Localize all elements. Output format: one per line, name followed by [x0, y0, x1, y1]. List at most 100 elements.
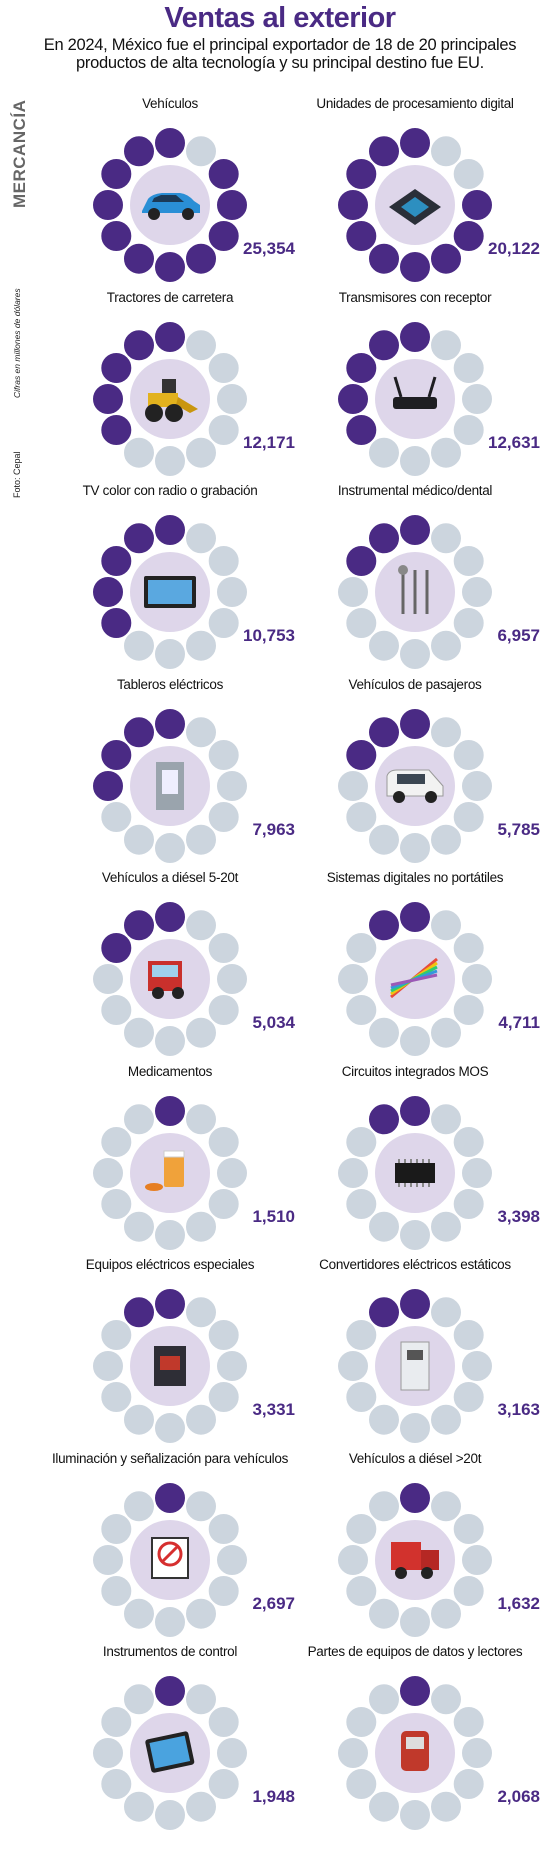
chart-scanner: Partes de equipos de datos y lectores 2,0…: [280, 1644, 550, 1842]
ring-segment-empty: [184, 908, 218, 943]
ring-segment-empty: [215, 1155, 249, 1190]
chart-value: 6,957: [497, 626, 540, 645]
ring-segment-empty: [99, 1511, 134, 1546]
ring-segment-empty: [398, 830, 432, 865]
ring-segment-empty: [99, 799, 134, 834]
ring-segment-empty: [99, 1124, 134, 1159]
ring-segment-empty: [429, 908, 463, 943]
ring-segment-empty: [398, 637, 432, 671]
ring-segment-empty: [206, 993, 241, 1027]
chart-processor: Unidades de procesamiento digital 20,122: [280, 96, 550, 294]
ring-segment-filled: [336, 381, 370, 416]
ring-segment-empty: [184, 1295, 218, 1330]
ring-segment-empty: [429, 1488, 463, 1523]
ring-segment-empty: [344, 1124, 379, 1159]
ring-segment-empty: [451, 1124, 486, 1159]
chart-car: Vehículos 25,354: [35, 96, 305, 294]
ring-graphic: [91, 706, 249, 865]
chart-value: 4,711: [498, 1013, 540, 1032]
chart-converter: Convertidores eléctricos estáticos 3,163: [280, 1257, 550, 1455]
ring-segment-empty: [206, 1705, 241, 1739]
ring-segment-filled: [344, 219, 379, 253]
ring-segment-filled: [367, 521, 401, 556]
ring-segment-empty: [336, 1736, 370, 1770]
ring-segment-empty: [451, 737, 486, 772]
ring-segment-filled: [99, 606, 134, 640]
ring-segment-empty: [460, 1736, 494, 1770]
chart-value: 3,398: [497, 1206, 540, 1226]
chart-traffic-sign: Iluminación y señalización para vehículo…: [35, 1451, 305, 1649]
ring-segment-empty: [91, 962, 125, 996]
ring-segment-empty: [99, 1767, 134, 1801]
chart-label: TV color con radio o grabación: [82, 483, 258, 498]
ring-segment-empty: [429, 134, 463, 169]
ring-segment-empty: [184, 1596, 218, 1631]
ring-segment-empty: [122, 1101, 156, 1136]
ring-segment-empty: [184, 1682, 218, 1717]
ring-segment-empty: [451, 931, 486, 965]
ring-segment-filled: [398, 126, 432, 160]
chart-label: Vehículos: [142, 96, 198, 111]
ring-segment-filled: [99, 544, 134, 578]
ring-segment-empty: [336, 1349, 370, 1383]
ring-segment-filled: [367, 1101, 401, 1136]
ring-segment-empty: [206, 1318, 241, 1352]
page-title: Ventas al exterior: [164, 2, 396, 34]
ring-segment-empty: [429, 1015, 463, 1050]
chart-value: 20,122: [488, 239, 540, 258]
chart-tv: TV color con radio o grabación 10,753: [35, 483, 305, 681]
ring-segment-empty: [206, 1573, 241, 1608]
ring-segment-empty: [429, 521, 463, 556]
ring-segment-filled: [398, 1287, 432, 1321]
ring-segment-filled: [344, 737, 379, 772]
ring-segment-empty: [336, 768, 370, 803]
ring-segment-filled: [398, 900, 432, 934]
ring-segment-empty: [451, 1511, 486, 1546]
chart-label: Vehículos de pasajeros: [348, 676, 482, 692]
ring-segment-empty: [398, 1798, 432, 1832]
chart-value: 1,632: [497, 1593, 540, 1613]
ring-segment-filled: [153, 1287, 187, 1321]
ring-segment-filled: [153, 1480, 187, 1515]
ring-segment-empty: [184, 1402, 218, 1437]
ring-segment-empty: [344, 993, 379, 1027]
ring-segment-filled: [153, 250, 187, 284]
ring-graphic: [336, 1480, 494, 1639]
electric-panel-icon: [156, 761, 184, 810]
breaker-icon: [154, 1346, 186, 1386]
chart-value: 10,753: [243, 626, 295, 645]
chart-label: Instrumentos de control: [102, 1644, 238, 1659]
ring-segment-empty: [398, 1024, 432, 1058]
pills-icon: [145, 1150, 185, 1191]
ring-segment-empty: [122, 1596, 156, 1631]
ring-graphic: [336, 513, 494, 671]
ring-segment-empty: [99, 1380, 134, 1414]
ring-segment-empty: [460, 1349, 494, 1383]
chart-label: Tableros eléctricos: [116, 676, 224, 692]
ring-segment-filled: [91, 768, 125, 803]
ring-segment-filled: [460, 188, 494, 222]
scanner-icon: [401, 1731, 429, 1771]
ring-segment-empty: [429, 714, 463, 749]
ring-segment-empty: [153, 1217, 187, 1252]
chart-label: Iluminación y señalización para vehículo…: [51, 1450, 289, 1466]
ring-segment-empty: [367, 1682, 401, 1717]
ring-segment-empty: [206, 1124, 241, 1159]
chart-value: 1,948: [252, 1787, 295, 1806]
ring-segment-filled: [122, 908, 156, 943]
ring-segment-empty: [206, 1380, 241, 1414]
ring-segment-empty: [429, 1209, 463, 1244]
ring-segment-empty: [429, 1596, 463, 1631]
chart-label: Equipos eléctricos especiales: [85, 1257, 255, 1272]
ring-segment-empty: [344, 1511, 379, 1546]
chart-label: Sistemas digitales no portátiles: [326, 870, 504, 885]
red-truck-icon: [391, 1541, 439, 1579]
ring-segment-filled: [344, 412, 379, 447]
chart-value: 2,697: [252, 1593, 295, 1613]
ring-segment-empty: [153, 637, 187, 671]
chart-label: Medicamentos: [127, 1063, 213, 1079]
chart-value: 5,034: [252, 1013, 295, 1032]
ring-segment-filled: [122, 1295, 156, 1330]
ring-segment-filled: [398, 1674, 432, 1708]
ring-segment-empty: [460, 575, 494, 609]
